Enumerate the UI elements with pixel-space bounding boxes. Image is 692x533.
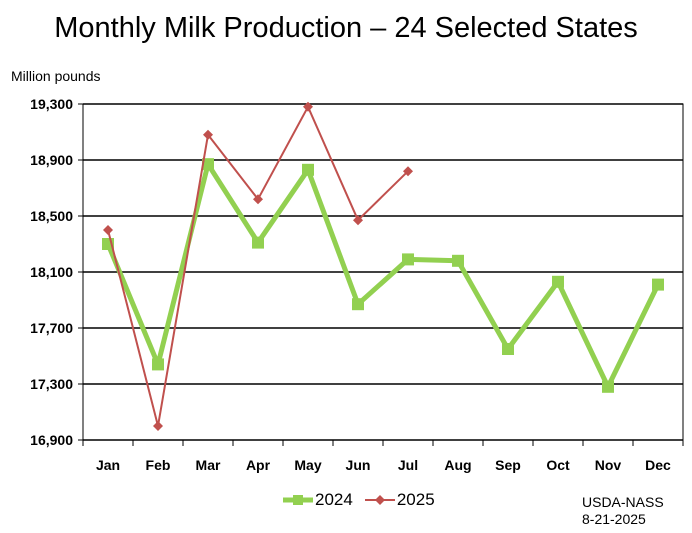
x-tick-label: Nov [595, 457, 622, 473]
data-point-2025 [253, 194, 263, 205]
grid-lines [83, 103, 683, 441]
x-tick-label: May [294, 457, 321, 473]
y-axis-unit-label: Million pounds [11, 68, 101, 84]
x-tick-label: Feb [146, 457, 171, 473]
axes [78, 103, 684, 446]
y-tick-label: 18,500 [30, 208, 73, 224]
series-line-2024 [105, 161, 661, 390]
x-tick-label: Jun [346, 457, 371, 473]
data-point-2025 [303, 101, 313, 112]
x-tick-label: Jul [398, 457, 418, 473]
series-group [102, 101, 664, 431]
y-tick-label: 18,100 [30, 264, 73, 280]
legend: 2024 2025 [283, 490, 447, 510]
data-point-2024 [252, 236, 264, 249]
legend-label-2024: 2024 [315, 490, 353, 509]
series-line-2025 [107, 105, 409, 427]
data-point-2025 [353, 215, 363, 226]
chart-title: Monthly Milk Production – 24 Selected St… [54, 12, 638, 44]
data-point-2024 [152, 358, 164, 371]
data-point-2024 [402, 253, 414, 266]
x-tick-label: Dec [645, 457, 671, 473]
source-note: USDA-NASS 8-21-2025 [582, 494, 664, 528]
data-point-2024 [352, 298, 364, 311]
data-point-2025 [153, 421, 163, 431]
y-tick-labels: 16,900 17,300 17,700 18,100 18,500 18,900 19,3… [30, 96, 73, 448]
legend-label-2025: 2025 [396, 490, 435, 509]
data-point-2024 [502, 343, 514, 355]
source-date: 8-21-2025 [582, 511, 646, 527]
y-tick-label: 16,900 [30, 432, 73, 448]
x-tick-label: Apr [246, 457, 271, 473]
data-point-2025 [403, 166, 413, 177]
y-tick-label: 18,900 [30, 152, 73, 168]
x-tick-label: Jan [96, 457, 120, 473]
legend-swatch-2025 [364, 495, 395, 505]
legend-swatch-2024 [283, 495, 313, 505]
x-tick-label: Oct [546, 457, 570, 473]
x-tick-label: Mar [196, 457, 221, 473]
data-point-2024 [602, 380, 614, 393]
data-point-2024 [452, 254, 464, 267]
data-point-2024 [202, 158, 214, 171]
data-point-2024 [302, 163, 314, 176]
source-agency: USDA-NASS [582, 494, 664, 510]
x-tick-label: Sep [495, 457, 521, 473]
y-tick-label: 19,300 [30, 96, 73, 112]
legend-item-2024: 2024 [283, 490, 353, 510]
legend-item-2025: 2025 [364, 490, 435, 510]
data-point-2024 [552, 275, 564, 288]
data-point-2024 [652, 278, 664, 291]
x-tick-label: Aug [444, 457, 471, 473]
data-point-2025 [203, 129, 213, 140]
y-tick-label: 17,300 [30, 376, 73, 392]
x-tick-labels: Jan Feb Mar Apr May Jun Jul Aug Sep Oct Nov Dec [96, 457, 671, 473]
data-point-2025 [103, 225, 113, 235]
y-tick-label: 17,700 [30, 320, 73, 336]
